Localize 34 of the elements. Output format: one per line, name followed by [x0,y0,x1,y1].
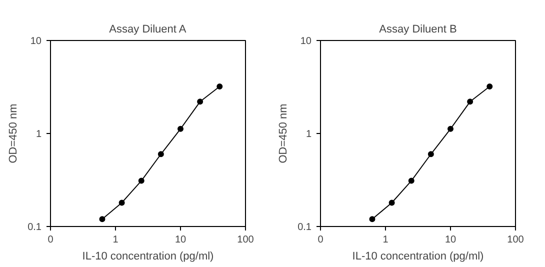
x-tick-label: 10 [444,234,456,246]
y-tick-label: 1 [306,129,312,140]
x-tick-label: 0 [318,234,324,246]
x-tick-label: 0 [48,234,54,246]
point [138,178,144,184]
point [408,178,414,184]
point [467,98,474,105]
point [428,151,434,158]
point [178,126,184,132]
chart-title: Assay Diluent B [379,24,457,36]
x-tick-label: 1 [112,234,119,246]
y-tick-label: 10 [30,36,42,47]
x-tick-label: 1 [382,234,389,246]
point [197,98,204,105]
point [388,200,395,206]
point [486,84,493,90]
point [99,216,106,222]
point [448,126,454,132]
y-tick-label: 10 [300,36,312,47]
y-axis-title: OD=450 nm [278,104,290,164]
y-axis-title: OD=450 nm [8,104,20,164]
x-axis-title: IL-10 concentration (pg/ml) [82,250,214,262]
point [369,216,376,222]
y-tick-label: 0.1 [28,222,42,233]
x-tick-label: 10 [174,234,186,246]
y-tick-label: 0.1 [298,222,312,233]
chart-title: Assay Diluent A [109,24,187,36]
y-tick-label: 1 [36,129,42,140]
point [158,151,164,158]
point [118,200,125,206]
x-tick-label: 100 [507,234,524,246]
x-tick-label: 100 [237,234,254,246]
point [216,84,223,90]
x-axis-title: IL-10 concentration (pg/ml) [352,250,484,262]
